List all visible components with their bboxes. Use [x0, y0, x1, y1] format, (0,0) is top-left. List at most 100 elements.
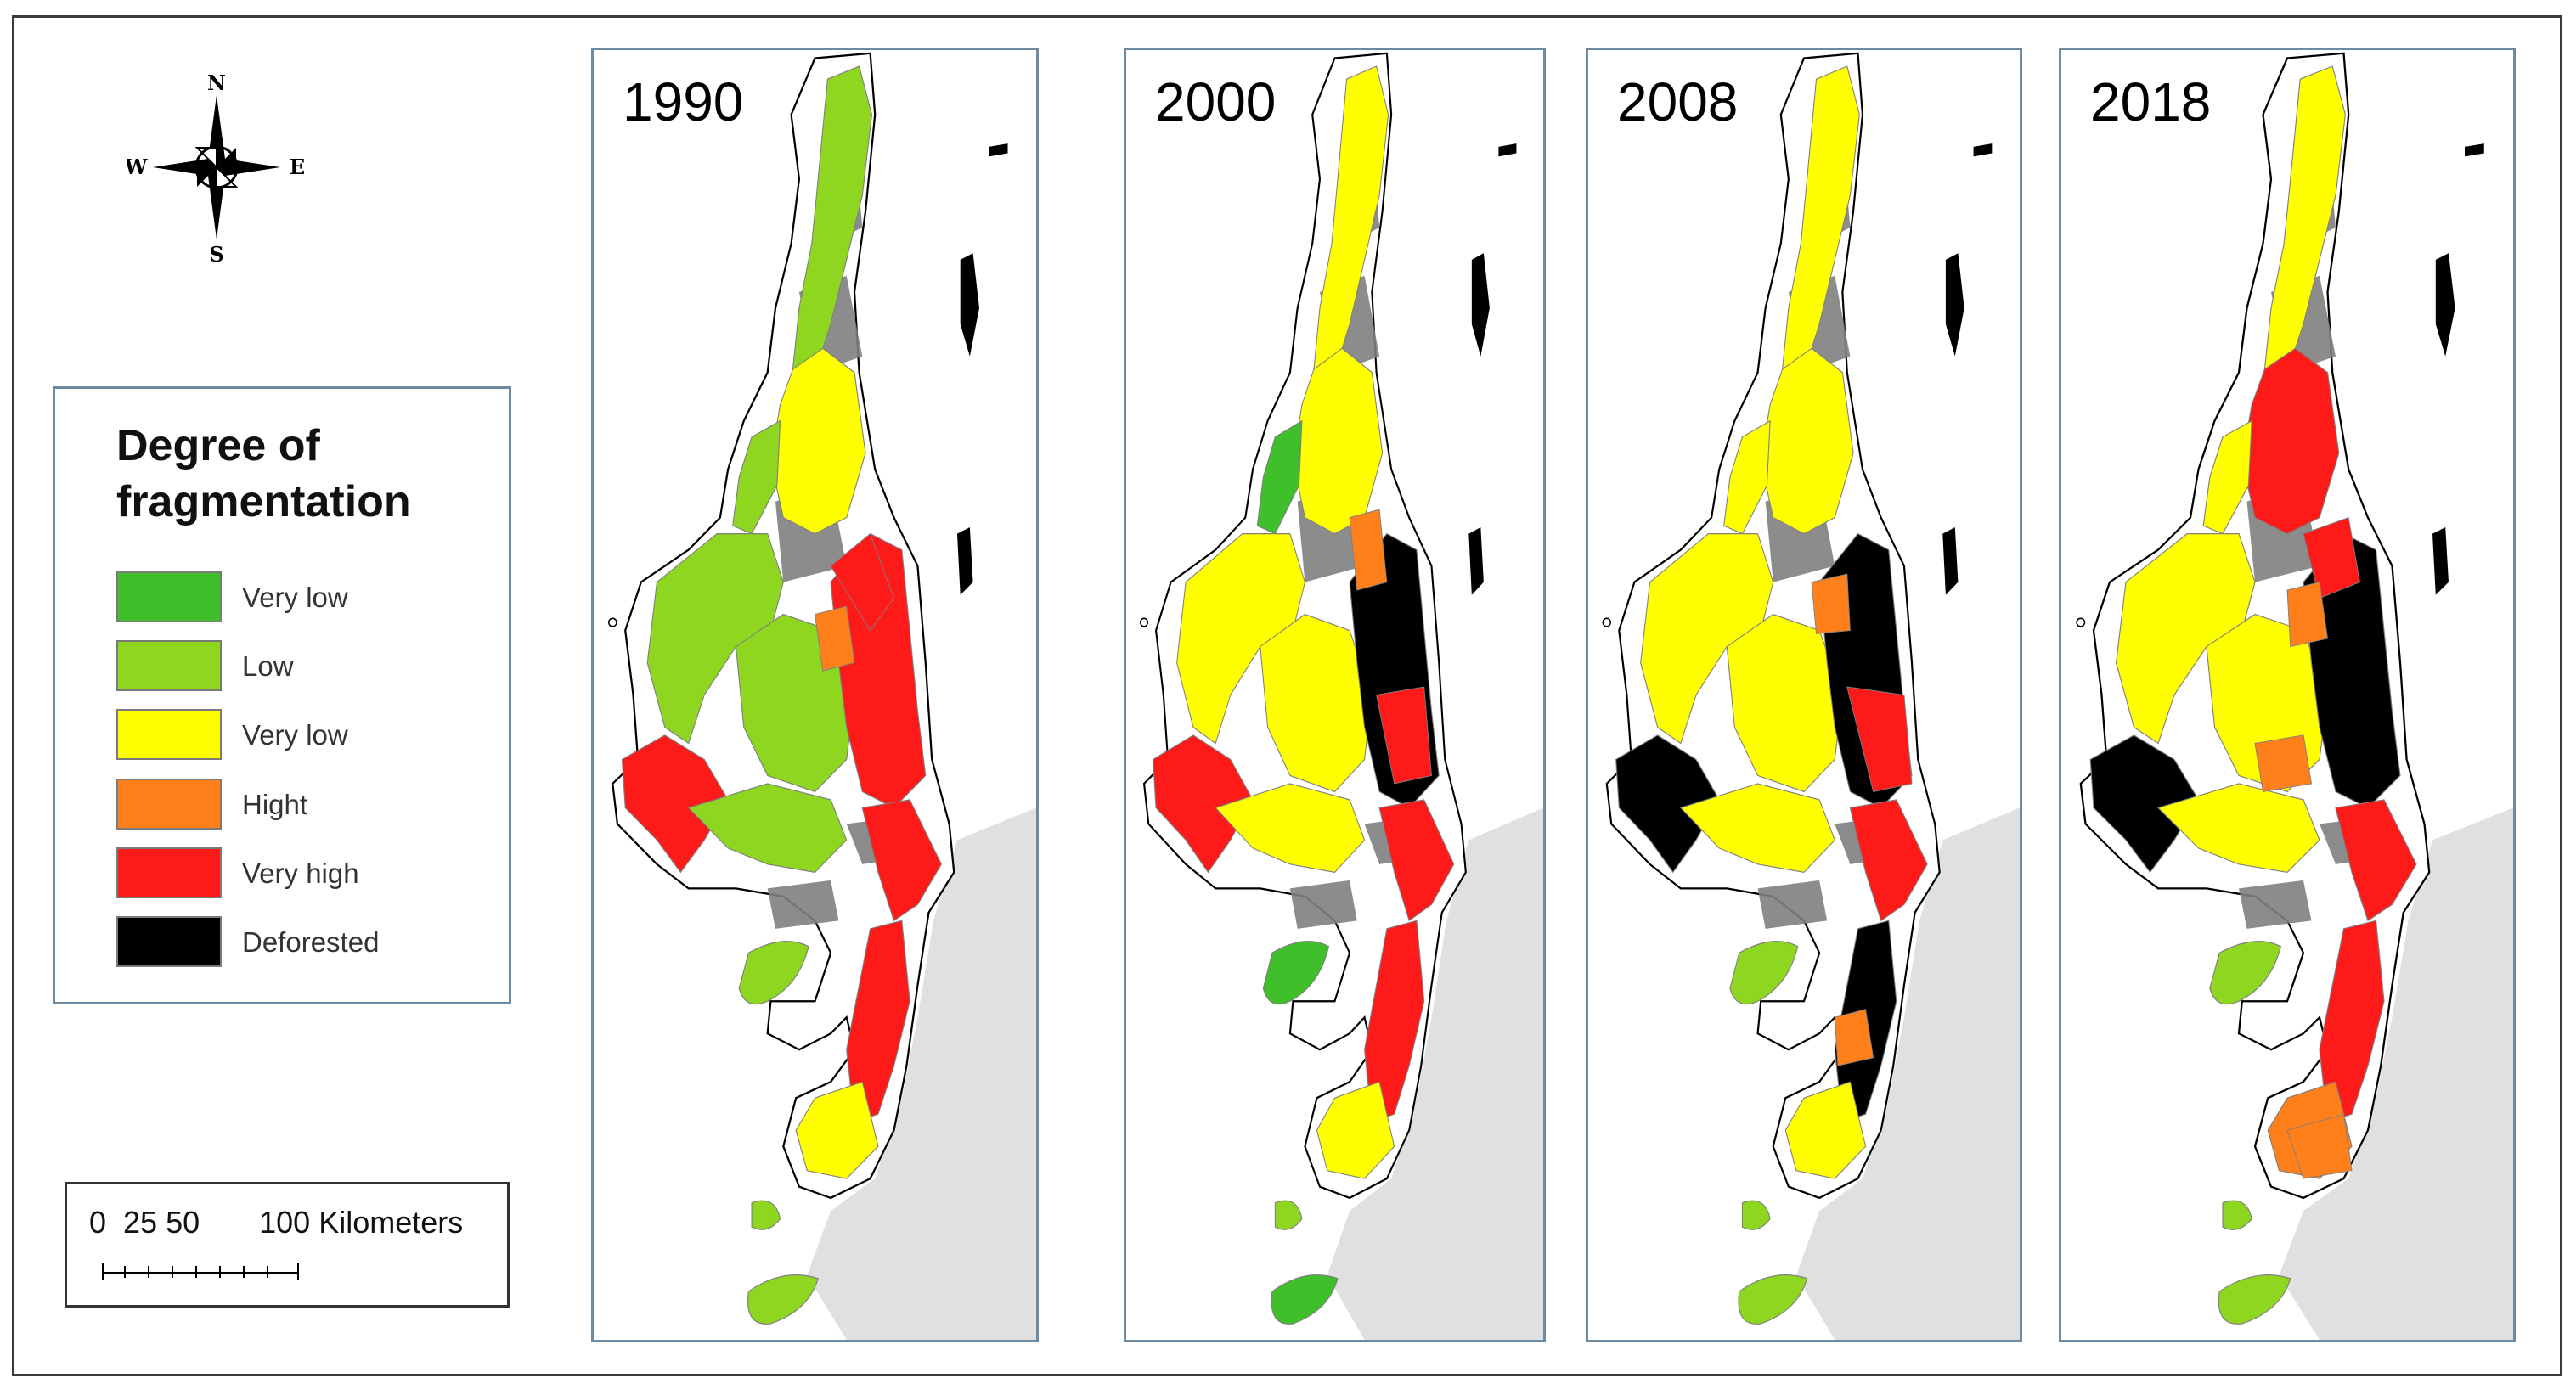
legend-label: Low	[242, 650, 294, 682]
offshore-island	[960, 253, 980, 357]
legend-swatch	[116, 640, 222, 691]
forest-patch-island2	[1274, 1200, 1303, 1230]
compass-rose-icon: N S W E	[124, 70, 306, 267]
compass-east-label: E	[290, 155, 305, 179]
map-panel-2018: 2018	[2059, 48, 2516, 1342]
forest-patch-swest	[1153, 734, 1254, 874]
legend-item-low: Low	[116, 640, 490, 691]
fragmentation-map	[607, 52, 1036, 1340]
legend-label: Deforested	[242, 926, 380, 958]
forest-patch-accent	[1376, 686, 1432, 785]
legend-swatch	[116, 916, 222, 967]
legend-label: Very high	[242, 858, 359, 889]
forest-patch-island1	[2209, 941, 2282, 1005]
islet	[1139, 617, 1149, 627]
forest-patch-south	[687, 783, 848, 873]
forest-patch-scoast1	[1364, 920, 1425, 1123]
legend-label: Very low	[242, 719, 348, 751]
panel-year-label: 1990	[623, 71, 744, 132]
panel-year-label: 2018	[2090, 71, 2212, 132]
forest-patch-scoast1	[846, 920, 910, 1123]
forest-patch-swest	[2089, 734, 2200, 874]
forest-patch-island3	[2218, 1274, 2291, 1325]
fragmentation-map	[2076, 52, 2513, 1340]
forest-patch-island1	[1729, 941, 1799, 1005]
scale-bar: 0 25 50 100 Kilometers	[65, 1182, 510, 1308]
forest-patch-island1	[1262, 941, 1330, 1005]
legend-swatch	[116, 779, 222, 830]
legend-swatch	[116, 571, 222, 622]
scale-bar-label: 0 25 50 100 Kilometers	[89, 1205, 464, 1240]
legend-item-very-low-2: Very low	[116, 709, 490, 760]
forest-patch-island3	[747, 1274, 819, 1325]
forest-patch-scoast2	[1316, 1081, 1395, 1179]
forest-patch-ecoast	[861, 799, 942, 922]
forest-patch-scoast2	[795, 1081, 879, 1179]
legend-swatch	[116, 847, 222, 898]
forest-patch-ecoast	[1849, 799, 1928, 922]
offshore-island	[1498, 143, 1517, 157]
forest-patch-island2	[1741, 1200, 1771, 1230]
forest-patch-swest	[1615, 734, 1720, 874]
legend: Degree of fragmentation Very low Low Ver…	[53, 386, 511, 1004]
forest-patch-island2	[2222, 1200, 2252, 1230]
offshore-island	[2432, 527, 2449, 595]
offshore-island	[1973, 143, 1993, 157]
panel-year-label: 2008	[1617, 71, 1739, 132]
map-panel-1990: 1990	[591, 48, 1039, 1342]
offshore-island	[1945, 253, 1964, 357]
non-forest-area	[1757, 880, 1828, 929]
compass-west-label: W	[127, 155, 149, 179]
forest-patch-accent	[830, 532, 895, 632]
offshore-island	[1471, 253, 1490, 357]
forest-patch-south	[1679, 783, 1835, 873]
forest-patch-accent	[1834, 1009, 1874, 1066]
forest-patch-accent	[2286, 581, 2329, 648]
non-forest-area	[1289, 880, 1357, 929]
legend-item-very-low-1: Very low	[116, 571, 490, 622]
forest-patch-accent	[2254, 734, 2313, 792]
forest-patch-accent	[1811, 573, 1851, 634]
sea-area	[2279, 807, 2513, 1340]
map-panel-2000: 2000	[1124, 48, 1546, 1342]
forest-patch-accent	[1349, 509, 1388, 591]
sea-area	[807, 807, 1036, 1340]
forest-patch-island3	[1738, 1274, 1808, 1325]
forest-patch-central	[1260, 613, 1373, 793]
forest-patch-ecoast	[2335, 799, 2417, 922]
offshore-island	[1942, 527, 1959, 595]
compass-south-label: S	[209, 242, 223, 265]
fragmentation-map	[1139, 52, 1543, 1340]
compass-rose: N S W E	[124, 70, 306, 267]
offshore-island	[2435, 253, 2455, 357]
forest-patch-accent	[1846, 686, 1913, 792]
forest-patch-scoast2	[1784, 1081, 1867, 1179]
non-forest-area	[767, 880, 839, 929]
forest-patch-island3	[1271, 1274, 1339, 1325]
legend-item-deforested: Deforested	[116, 916, 490, 967]
forest-patch-island2	[751, 1200, 781, 1230]
islet	[2076, 617, 2086, 627]
non-forest-area	[2239, 880, 2312, 929]
legend-title: Degree of fragmentation	[116, 421, 411, 526]
forest-patch-scoast1	[2319, 920, 2385, 1123]
sea-area	[1795, 807, 2020, 1340]
figure-frame	[12, 15, 2562, 1376]
islet	[607, 617, 617, 627]
map-panel-2008: 2008	[1586, 48, 2022, 1342]
forest-patch-island1	[738, 941, 809, 1005]
compass-north-label: N	[207, 70, 226, 95]
legend-item-hight: Hight	[116, 779, 490, 830]
islet	[1602, 617, 1612, 627]
sea-area	[1327, 807, 1543, 1340]
fragmentation-map	[1602, 52, 2020, 1340]
panel-year-label: 2000	[1155, 71, 1277, 132]
forest-patch-ecoast	[1378, 799, 1455, 922]
forest-patch-central	[1726, 613, 1843, 793]
offshore-island	[1468, 527, 1484, 595]
offshore-island	[956, 527, 973, 595]
forest-patch-swest	[621, 734, 729, 874]
forest-patch-accent	[2303, 517, 2361, 599]
forest-patch-accent	[2286, 1113, 2353, 1179]
legend-swatch	[116, 709, 222, 760]
